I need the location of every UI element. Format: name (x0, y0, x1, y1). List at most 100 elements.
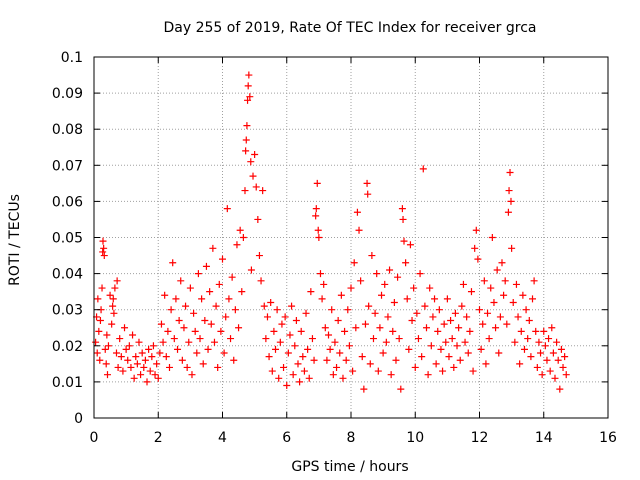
data-point (100, 252, 108, 260)
data-point (312, 212, 320, 220)
data-point (378, 291, 386, 299)
data-points (92, 71, 570, 393)
data-point (410, 284, 418, 292)
data-point (451, 309, 459, 317)
data-point (93, 349, 101, 357)
data-point (109, 302, 117, 310)
data-point (445, 353, 453, 361)
data-point (310, 356, 318, 364)
x-tick-label: 10 (406, 430, 424, 446)
data-point (296, 378, 304, 386)
data-point (554, 356, 562, 364)
data-point (466, 327, 474, 335)
data-point (325, 331, 333, 339)
data-point (490, 298, 498, 306)
data-point (286, 331, 294, 339)
data-point (273, 306, 281, 314)
data-point (337, 291, 345, 299)
data-point (194, 270, 202, 278)
data-point (360, 385, 368, 393)
data-point (320, 280, 328, 288)
data-point (492, 324, 500, 332)
data-point (405, 345, 413, 353)
data-point (530, 277, 538, 285)
data-point (456, 356, 464, 364)
data-point (99, 248, 107, 256)
data-point (458, 302, 466, 310)
data-point (98, 284, 106, 292)
data-point (474, 255, 482, 263)
data-point (151, 371, 159, 379)
data-point (219, 255, 226, 263)
chart-title: Day 255 of 2019, Rate Of TEC Index for r… (164, 20, 537, 36)
data-point (509, 298, 517, 306)
data-point (314, 226, 322, 234)
data-point (442, 338, 450, 346)
data-point (464, 349, 472, 357)
data-point (231, 306, 239, 314)
data-point (522, 306, 530, 314)
data-point (292, 317, 300, 325)
x-tick-label: 6 (282, 430, 291, 446)
data-point (469, 367, 477, 375)
data-point (345, 342, 353, 350)
data-point (355, 226, 363, 234)
data-point (251, 150, 259, 158)
data-point (278, 320, 286, 328)
data-point (222, 313, 230, 321)
data-point (400, 237, 408, 245)
data-point (217, 327, 225, 335)
data-point (527, 353, 535, 361)
data-point (270, 327, 278, 335)
data-point (267, 298, 275, 306)
data-point (551, 374, 559, 382)
y-tick-label: 0.01 (52, 375, 83, 391)
data-point (336, 349, 344, 357)
data-point (315, 234, 323, 241)
x-tick-label: 12 (471, 430, 489, 446)
data-point (371, 309, 379, 317)
data-point (288, 302, 296, 310)
data-point (529, 295, 537, 303)
data-point (133, 360, 141, 368)
data-point (472, 226, 480, 234)
data-point (495, 349, 503, 357)
data-point (132, 353, 140, 361)
data-point (467, 288, 475, 296)
data-point (247, 158, 255, 166)
data-point (373, 270, 381, 278)
data-point (419, 165, 427, 173)
data-point (545, 335, 553, 343)
data-point (239, 234, 247, 241)
data-point (514, 313, 522, 321)
data-point (488, 234, 496, 241)
data-point (284, 349, 292, 357)
data-point (170, 335, 178, 343)
data-point (238, 288, 246, 296)
x-tick-label: 2 (154, 430, 163, 446)
data-point (260, 302, 268, 310)
data-point (517, 327, 525, 335)
data-point (230, 356, 238, 364)
data-point (524, 335, 532, 343)
data-point (214, 363, 222, 371)
x-tick-label: 14 (535, 430, 553, 446)
data-point (191, 327, 199, 335)
data-point (100, 244, 108, 252)
data-point (127, 363, 135, 371)
y-tick-label: 0.04 (52, 267, 83, 283)
data-point (453, 342, 461, 350)
data-point (321, 324, 329, 332)
data-point (196, 335, 204, 343)
y-tick-label: 0.05 (52, 231, 83, 247)
data-point (392, 356, 400, 364)
data-point (421, 302, 429, 310)
data-point (161, 291, 169, 299)
data-point (276, 338, 284, 346)
y-tick-label: 0.07 (52, 158, 83, 174)
data-point (512, 280, 520, 288)
data-point (395, 335, 403, 343)
data-point (228, 273, 236, 281)
data-point (437, 345, 445, 353)
data-point (511, 338, 519, 346)
